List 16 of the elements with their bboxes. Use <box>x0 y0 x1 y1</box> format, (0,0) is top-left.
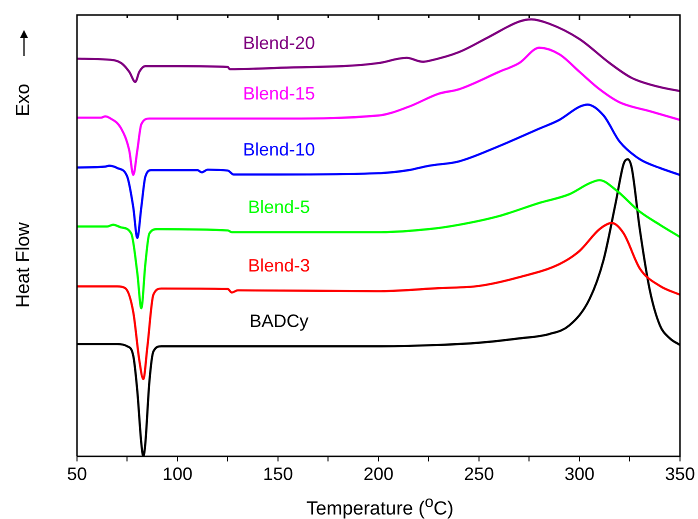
x-axis-title: Temperature ($^{o}$C) <box>306 494 454 519</box>
y-axis-title: Heat Flow <box>13 222 35 308</box>
x-tick-label: 250 <box>464 464 494 484</box>
series-label: Blend-3 <box>248 255 310 276</box>
text: Exo <box>13 84 35 116</box>
series-label: Blend-15 <box>242 84 316 104</box>
series-label: Blend-20 <box>242 32 316 53</box>
series-label: Blend-5 <box>248 197 310 218</box>
x-tick-label: 350 <box>664 464 696 484</box>
x-tick-label: 100 <box>162 464 193 484</box>
x-tick-label: 150 <box>262 464 294 484</box>
x-tick-label: 300 <box>564 464 595 484</box>
series-label: BADCy <box>249 311 309 332</box>
x-tick-label: 50 <box>66 464 88 484</box>
x-tick-label: 200 <box>363 464 394 484</box>
series-label: Blend-10 <box>242 139 316 160</box>
